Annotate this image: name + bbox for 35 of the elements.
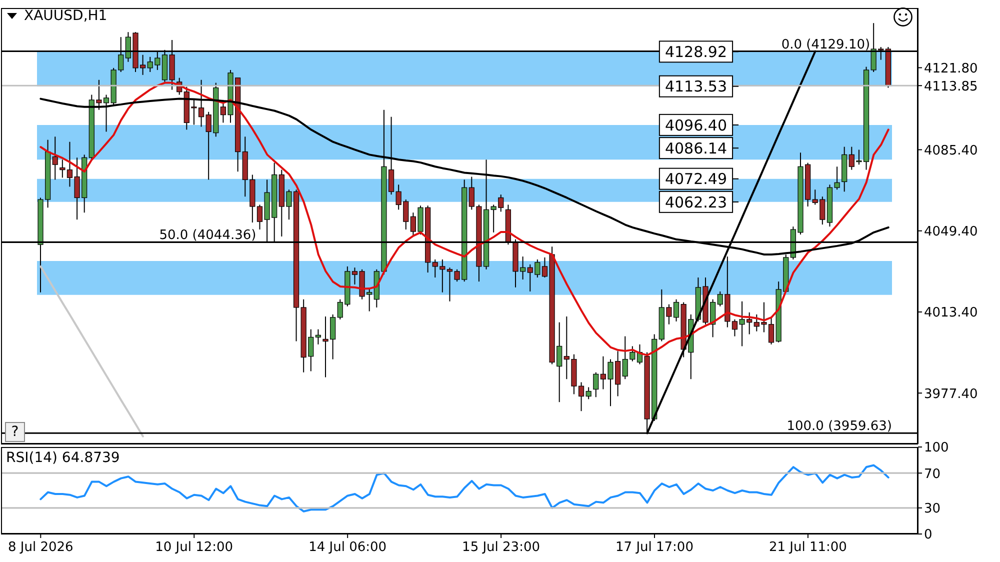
candlestick [586,386,592,400]
chart-title: RSI(14) 64.8739 [6,449,120,467]
ref-line-label: 100.0 (3959.63) [786,419,892,434]
annotation: 4096.40 [664,116,728,134]
y-tick-label: 3977.40 [924,386,978,402]
candlestick [315,328,321,345]
y-tick-label: 100 [924,440,949,456]
y-tick-label: 4113.85 [924,79,978,94]
x-tick-label: 14 Jul 06:00 [308,540,387,556]
annotation: 4113.53 [664,78,728,96]
candlestick [60,159,66,178]
chart-title: XAUUSD,H1 [24,7,108,25]
y-tick-label: 4049.40 [924,224,978,240]
line-series [40,265,144,438]
y-tick-label: 70 [924,466,941,482]
annotation: 4072.49 [664,170,728,188]
y-tick-label: 4085.40 [924,143,978,158]
annotation: 4062.23 [664,193,728,212]
x-tick-label: 15 Jul 23:00 [462,540,540,556]
x-tick-label: 21 Jul 11:00 [768,540,847,556]
x-tick-label: 10 Jul 12:00 [155,540,234,556]
y-tick-label: 30 [924,502,941,517]
text: ? [5,422,25,442]
x-tick-label: 17 Jul 17:00 [616,540,694,556]
candlestick [593,372,599,398]
candlestick [52,136,58,180]
annotation: 4086.14 [664,139,728,158]
y-tick-label: 4013.40 [924,306,978,321]
line-series [40,464,890,512]
y-tick-label: 4121.80 [924,61,978,76]
y-tick-label: 0 [924,528,932,543]
x-tick-label: 8 Jul 2026 [8,540,74,556]
annotation: 4128.92 [664,43,728,62]
ref-line-label: 50.0 (4044.36) [159,228,256,244]
ref-line-label: 0.0 (4129.10) [781,37,870,52]
